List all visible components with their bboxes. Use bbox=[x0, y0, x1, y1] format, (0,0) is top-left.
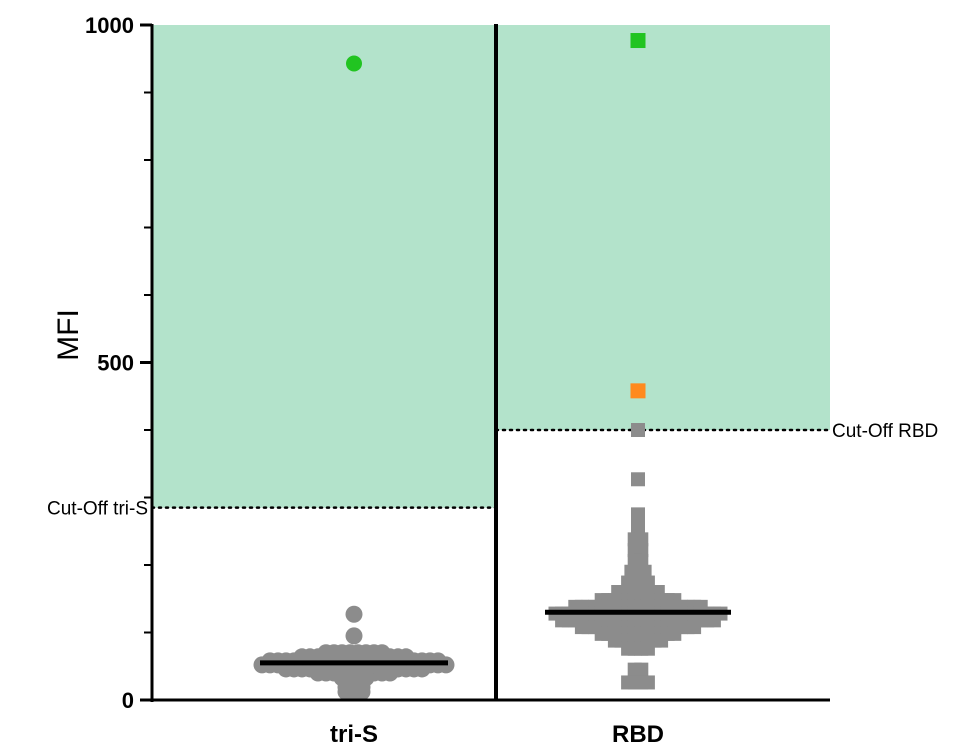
point-RBD-15-11 bbox=[667, 626, 682, 641]
y-tick-label-1: 500 bbox=[97, 351, 134, 376]
point-RBD-16-7 bbox=[654, 633, 669, 648]
y-ticks: 0 500 1000 bbox=[85, 13, 152, 713]
y-tick-label-0: 0 bbox=[122, 688, 134, 713]
positive-zone-1 bbox=[496, 25, 830, 430]
positive-point-RBD-1 bbox=[630, 383, 646, 399]
y-axis-title: MFI bbox=[52, 309, 85, 361]
cutoff-lines bbox=[150, 428, 830, 509]
point-RBD-18-1 bbox=[634, 662, 649, 677]
category-label-0: tri-S bbox=[330, 721, 378, 748]
point-RBD-1-0 bbox=[631, 472, 645, 487]
point-tri-S-1-0 bbox=[345, 627, 363, 645]
point-RBD-17-3 bbox=[640, 641, 655, 656]
median-lines bbox=[260, 609, 731, 666]
point-tri-S-11-2 bbox=[353, 683, 371, 701]
point-tri-S-7-9 bbox=[381, 664, 399, 682]
positive-zone-0 bbox=[152, 25, 496, 508]
point-RBD-0-0 bbox=[631, 423, 645, 437]
cutoff-label-1: Cut-Off RBD bbox=[832, 421, 938, 442]
point-RBD-4-1 bbox=[634, 532, 649, 547]
point-RBD-3-0 bbox=[631, 520, 645, 535]
point-RBD-7-2 bbox=[637, 564, 652, 579]
point-RBD-2-0 bbox=[631, 507, 645, 522]
labels: MFI Cut-Off tri-S tri-S Cut-Off RBD RBD bbox=[47, 309, 938, 748]
point-RBD-6-1 bbox=[634, 553, 649, 568]
category-label-1: RBD bbox=[612, 721, 664, 748]
positive-point-tri-S-0 bbox=[346, 55, 362, 72]
point-RBD-14-17 bbox=[687, 620, 702, 635]
positive-point-RBD-0 bbox=[630, 33, 646, 49]
y-tick-label-2: 1000 bbox=[85, 13, 134, 38]
point-RBD-13-23 bbox=[706, 613, 721, 628]
point-RBD-19-3 bbox=[640, 675, 655, 690]
cutoff-label-0: Cut-Off tri-S bbox=[47, 499, 148, 520]
positive-zones bbox=[152, 25, 830, 508]
point-tri-S-0-0 bbox=[345, 605, 363, 623]
point-RBD-5-1 bbox=[634, 543, 649, 558]
